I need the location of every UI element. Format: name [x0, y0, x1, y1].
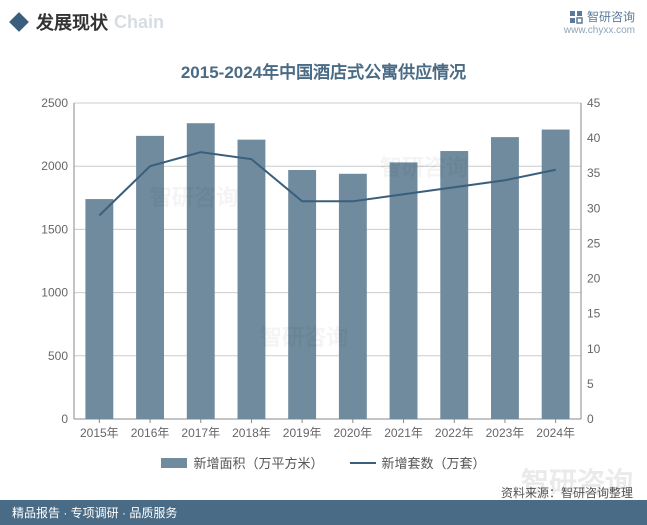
svg-text:2015年: 2015年	[80, 426, 119, 440]
svg-text:1500: 1500	[41, 222, 68, 236]
svg-text:2500: 2500	[41, 97, 68, 110]
logo-text: 智研咨询	[587, 8, 635, 25]
svg-text:500: 500	[48, 349, 68, 363]
header-title-cn: 发展现状	[36, 9, 108, 35]
svg-text:1000: 1000	[41, 286, 68, 300]
svg-text:40: 40	[587, 131, 601, 145]
legend-bar-swatch	[161, 458, 187, 468]
svg-text:45: 45	[587, 97, 601, 110]
svg-text:0: 0	[61, 412, 68, 426]
svg-text:20: 20	[587, 272, 601, 286]
logo-icon	[569, 10, 583, 24]
svg-text:35: 35	[587, 166, 601, 180]
legend-line-label: 新增套数（万套）	[382, 453, 486, 472]
svg-text:15: 15	[587, 307, 601, 321]
chart-svg: 0 500 1000 1500 2000 2500 0 5 10 15 20 25 30 35 40 45 20…	[26, 97, 621, 447]
footer-text: 精品报告 · 专项调研 · 品质服务	[12, 504, 177, 521]
legend-line-swatch	[350, 462, 376, 464]
svg-text:2016年: 2016年	[131, 426, 170, 440]
svg-text:30: 30	[587, 201, 601, 215]
svg-text:25: 25	[587, 236, 601, 250]
footer-bar: 精品报告 · 专项调研 · 品质服务	[0, 500, 647, 525]
source-note: 资料来源：智研咨询整理	[501, 484, 633, 501]
svg-text:2018年: 2018年	[232, 426, 271, 440]
svg-text:2021年: 2021年	[384, 426, 423, 440]
chart-area: 0 500 1000 1500 2000 2500 0 5 10 15 20 25 30 35 40 45 20…	[26, 97, 621, 447]
svg-text:10: 10	[587, 342, 601, 356]
svg-text:2017年: 2017年	[181, 426, 220, 440]
legend-bar-item: 新增面积（万平方米）	[161, 453, 323, 472]
svg-text:2024年: 2024年	[536, 426, 575, 440]
svg-text:2023年: 2023年	[486, 426, 525, 440]
legend-bar-label: 新增面积（万平方米）	[193, 453, 323, 472]
chart-title: 2015-2024年中国酒店式公寓供应情况	[0, 58, 647, 83]
diamond-icon	[9, 12, 29, 32]
svg-text:5: 5	[587, 377, 594, 391]
legend-line-item: 新增套数（万套）	[350, 453, 486, 472]
svg-text:2020年: 2020年	[333, 426, 372, 440]
svg-text:0: 0	[587, 412, 594, 426]
svg-text:2019年: 2019年	[283, 426, 322, 440]
logo-box: 智研咨询 www.chyxx.com	[564, 8, 635, 36]
logo-top: 智研咨询	[564, 8, 635, 25]
header-title-en: Chain	[114, 12, 164, 33]
legend: 新增面积（万平方米） 新增套数（万套）	[0, 453, 647, 472]
logo-url: www.chyxx.com	[564, 25, 635, 36]
svg-text:2022年: 2022年	[435, 426, 474, 440]
header: 发展现状 Chain 智研咨询 www.chyxx.com	[0, 0, 647, 40]
svg-text:2000: 2000	[41, 159, 68, 173]
